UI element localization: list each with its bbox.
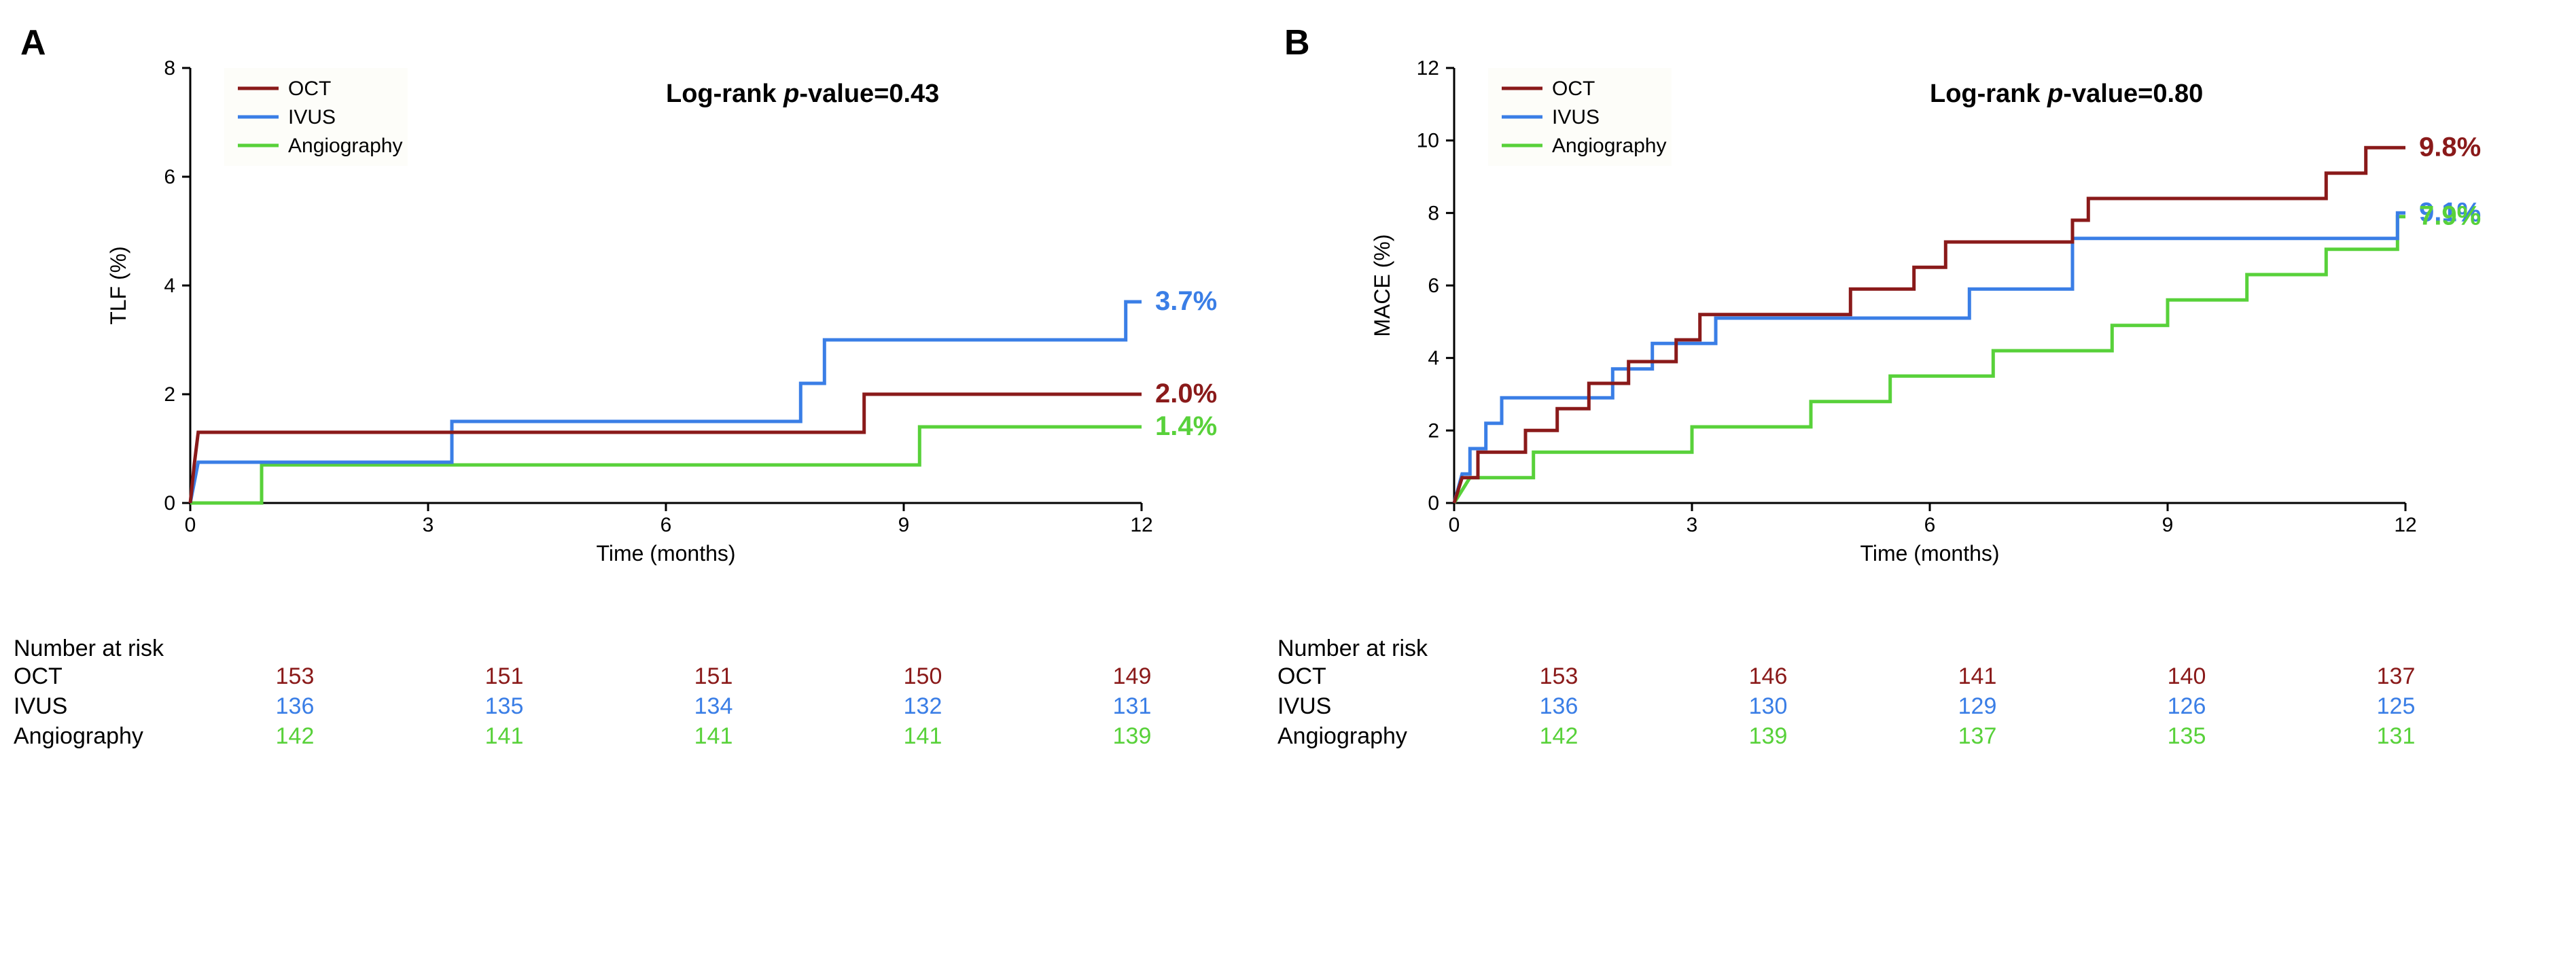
risk-label: Angiography: [14, 723, 170, 750]
x-tick-label: 12: [1130, 514, 1152, 536]
legend-label: Angiography: [1552, 135, 1666, 157]
series-oct: [1454, 147, 2405, 503]
risk-label: Angiography: [1277, 723, 1434, 750]
risk-cell: 137: [1873, 723, 2082, 750]
risk-cell: 132: [818, 693, 1027, 720]
y-tick-label: 4: [1428, 347, 1439, 370]
risk-cell: 126: [2082, 693, 2291, 720]
legend-label: IVUS: [288, 106, 336, 128]
series-ivus: [190, 302, 1142, 503]
risk-label: OCT: [14, 663, 170, 690]
risk-cell: 139: [1663, 723, 1873, 750]
risk-cell: 150: [818, 663, 1027, 690]
end-label-oct: 2.0%: [1155, 379, 1217, 409]
risk-cell: 153: [190, 663, 400, 690]
risk-row-angio: Angiography142141141141139: [14, 723, 1237, 753]
x-tick-label: 6: [1924, 514, 1936, 536]
x-tick-label: 0: [1449, 514, 1460, 536]
y-tick-label: 10: [1417, 130, 1439, 152]
panel-label: B: [1284, 23, 1310, 63]
y-tick-label: 2: [164, 383, 175, 406]
risk-label: OCT: [1277, 663, 1434, 690]
logrank-text: Log-rank p-value=0.80: [1930, 80, 2203, 108]
risk-cell: 142: [1454, 723, 1663, 750]
x-tick-label: 9: [898, 514, 910, 536]
y-tick-label: 0: [1428, 492, 1439, 515]
risk-cell: 141: [1873, 663, 2082, 690]
y-tick-label: 4: [164, 275, 175, 297]
series-oct: [190, 394, 1142, 503]
risk-cell: 136: [1454, 693, 1663, 720]
risk-table: Number at riskOCT153151151150149IVUS1361…: [14, 636, 1237, 753]
y-axis-label: TLF (%): [106, 246, 130, 325]
risk-row-angio: Angiography 142139137135131: [1277, 723, 2501, 753]
risk-label: IVUS: [14, 693, 170, 720]
risk-cell: 141: [400, 723, 609, 750]
x-tick-label: 0: [185, 514, 196, 536]
x-tick-label: 6: [660, 514, 672, 536]
risk-title: Number at risk: [1277, 636, 2501, 662]
legend-label: OCT: [1552, 77, 1595, 100]
y-tick-label: 6: [1428, 275, 1439, 297]
legend-label: IVUS: [1552, 106, 1600, 128]
y-tick-label: 8: [164, 57, 175, 80]
panel-A: A 0 2 4 6 8 0 3 6 9 12 Time (months) TLF (%) 2.0% 3.7%…: [14, 14, 1237, 753]
end-label-angio: 1.4%: [1155, 411, 1217, 441]
risk-cell: 137: [2291, 663, 2501, 690]
risk-cell: 140: [2082, 663, 2291, 690]
risk-cell: 136: [190, 693, 400, 720]
series-ivus: [1454, 213, 2405, 503]
y-tick-label: 0: [164, 492, 175, 515]
risk-table: Number at riskOCT153146141140137IVUS1361…: [1277, 636, 2501, 753]
y-tick-label: 6: [164, 166, 175, 188]
risk-cell: 151: [609, 663, 818, 690]
logrank-text: Log-rank p-value=0.43: [666, 80, 939, 108]
risk-row-ivus: IVUS 136130129126125: [1277, 693, 2501, 723]
risk-cell: 139: [1027, 723, 1237, 750]
panel-label: A: [20, 23, 46, 63]
y-tick-label: 2: [1428, 419, 1439, 442]
legend-label: Angiography: [288, 135, 402, 157]
series-angio: [190, 427, 1142, 503]
y-axis-label: MACE (%): [1370, 234, 1394, 336]
risk-cell: 141: [818, 723, 1027, 750]
legend-label: OCT: [288, 77, 331, 100]
x-tick-label: 9: [2162, 514, 2174, 536]
series-angio: [1454, 217, 2405, 503]
x-tick-label: 3: [423, 514, 434, 536]
risk-row-ivus: IVUS 136135134132131: [14, 693, 1237, 723]
risk-cell: 125: [2291, 693, 2501, 720]
risk-cell: 135: [2082, 723, 2291, 750]
risk-cell: 141: [609, 723, 818, 750]
risk-cell: 135: [400, 693, 609, 720]
risk-cell: 131: [1027, 693, 1237, 720]
x-tick-label: 3: [1687, 514, 1698, 536]
risk-cell: 146: [1663, 663, 1873, 690]
x-tick-label: 12: [2394, 514, 2416, 536]
end-label-ivus: 3.7%: [1155, 286, 1217, 316]
risk-cell: 131: [2291, 723, 2501, 750]
x-axis-label: Time (months): [1860, 541, 1999, 566]
end-label-oct: 9.8%: [2419, 132, 2481, 162]
end-label-angio: 7.9%: [2419, 201, 2481, 231]
risk-cell: 142: [190, 723, 400, 750]
risk-cell: 151: [400, 663, 609, 690]
risk-row-oct: OCT 153146141140137: [1277, 663, 2501, 693]
risk-cell: 134: [609, 693, 818, 720]
km-chart: A 0 2 4 6 8 0 3 6 9 12 Time (months) TLF (%) 2.0% 3.7%…: [14, 14, 1237, 625]
risk-label: IVUS: [1277, 693, 1434, 720]
risk-row-oct: OCT153151151150149: [14, 663, 1237, 693]
panel-B: B 0 2 4 6 8 10 12 0 3 6 9 12 Time (months) MACE (%) 9.8…: [1277, 14, 2501, 753]
y-tick-label: 8: [1428, 202, 1439, 224]
km-chart: B 0 2 4 6 8 10 12 0 3 6 9 12 Time (months) MACE (%) 9.8…: [1277, 14, 2501, 625]
risk-cell: 129: [1873, 693, 2082, 720]
risk-cell: 130: [1663, 693, 1873, 720]
risk-title: Number at risk: [14, 636, 1237, 662]
y-tick-label: 12: [1417, 57, 1439, 80]
risk-cell: 153: [1454, 663, 1663, 690]
x-axis-label: Time (months): [596, 541, 735, 566]
risk-cell: 149: [1027, 663, 1237, 690]
